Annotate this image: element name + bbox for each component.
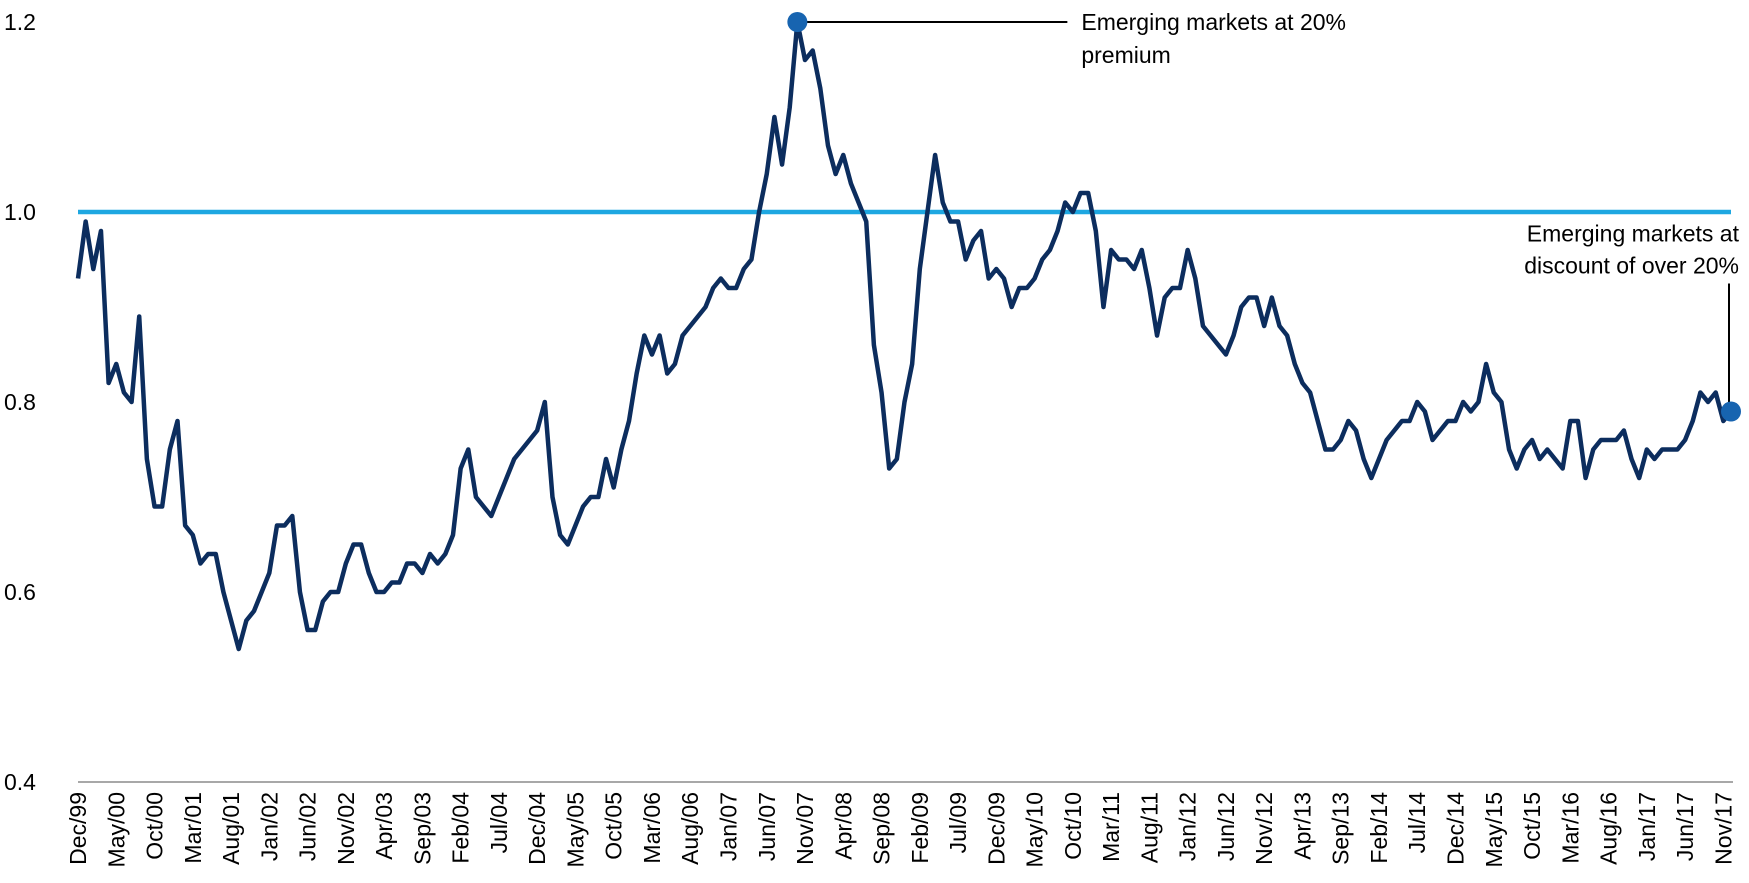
x-tick-label: Sep/08 <box>869 792 895 865</box>
x-tick-label: Apr/13 <box>1289 792 1315 860</box>
x-tick-label: Nov/02 <box>333 792 359 865</box>
x-tick-label: Jan/07 <box>715 792 741 861</box>
x-tick-label: Oct/15 <box>1519 792 1545 860</box>
x-tick-label: Aug/11 <box>1136 792 1162 863</box>
x-tick-label: Dec/99 <box>65 792 91 865</box>
data-line <box>75 19 1733 652</box>
x-tick-label: Aug/16 <box>1596 792 1622 865</box>
x-tick-label: Sep/13 <box>1328 792 1354 865</box>
y-tick-label: 1.2 <box>4 9 36 35</box>
x-tick-label: Jan/12 <box>1175 792 1201 861</box>
y-tick-label: 0.6 <box>4 579 36 605</box>
annotation-text: premium <box>1081 42 1170 68</box>
x-tick-label: Oct/00 <box>142 792 168 860</box>
x-tick-label: Jun/07 <box>754 792 780 861</box>
x-tick-label: May/00 <box>103 792 129 867</box>
x-tick-label: Mar/06 <box>639 792 665 864</box>
x-tick-label: Jun/17 <box>1672 792 1698 861</box>
x-tick-label: Nov/07 <box>792 792 818 865</box>
x-tick-label: Oct/05 <box>601 792 627 860</box>
annotation-marker <box>787 12 808 32</box>
x-tick-label: Aug/01 <box>218 792 244 865</box>
x-tick-label: Jun/02 <box>295 792 321 861</box>
x-tick-label: Nov/12 <box>1251 792 1277 865</box>
x-tick-label: Dec/09 <box>983 792 1009 865</box>
x-tick-label: Mar/16 <box>1557 792 1583 864</box>
x-tick-label: Aug/06 <box>677 792 703 865</box>
x-tick-label: May/15 <box>1481 792 1507 867</box>
annotation-marker <box>1721 401 1741 422</box>
x-tick-label: Apr/08 <box>830 792 856 860</box>
x-tick-label: Feb/14 <box>1366 792 1392 864</box>
x-tick-label: Jul/14 <box>1404 792 1430 854</box>
x-tick-label: Apr/03 <box>371 792 397 860</box>
x-tick-label: Feb/04 <box>448 792 474 864</box>
x-tick-label: Dec/04 <box>524 792 550 865</box>
y-tick-label: 1.0 <box>4 199 36 225</box>
x-tick-label: May/10 <box>1022 792 1048 867</box>
x-tick-label: Jul/04 <box>486 792 512 854</box>
annotation-text: Emerging markets at 20% <box>1081 9 1346 35</box>
x-tick-label: Jan/17 <box>1634 792 1660 861</box>
x-tick-label: Jul/09 <box>945 792 971 853</box>
x-tick-label: Jun/12 <box>1213 792 1239 861</box>
x-tick-label: May/05 <box>562 792 588 867</box>
x-tick-label: Sep/03 <box>409 792 435 865</box>
x-tick-label: Dec/14 <box>1443 792 1469 865</box>
x-tick-label: Mar/01 <box>180 792 206 864</box>
annotation-text: discount of over 20% <box>1524 253 1739 279</box>
y-tick-label: 0.8 <box>4 389 36 415</box>
x-tick-label: Mar/11 <box>1098 792 1124 862</box>
x-tick-label: Feb/09 <box>907 792 933 864</box>
x-tick-label: Nov/17 <box>1710 792 1736 865</box>
x-tick-label: Oct/10 <box>1060 792 1086 860</box>
x-tick-label: Jan/02 <box>256 792 282 861</box>
y-tick-label: 0.4 <box>4 769 36 795</box>
annotation-text: Emerging markets at <box>1527 221 1740 247</box>
